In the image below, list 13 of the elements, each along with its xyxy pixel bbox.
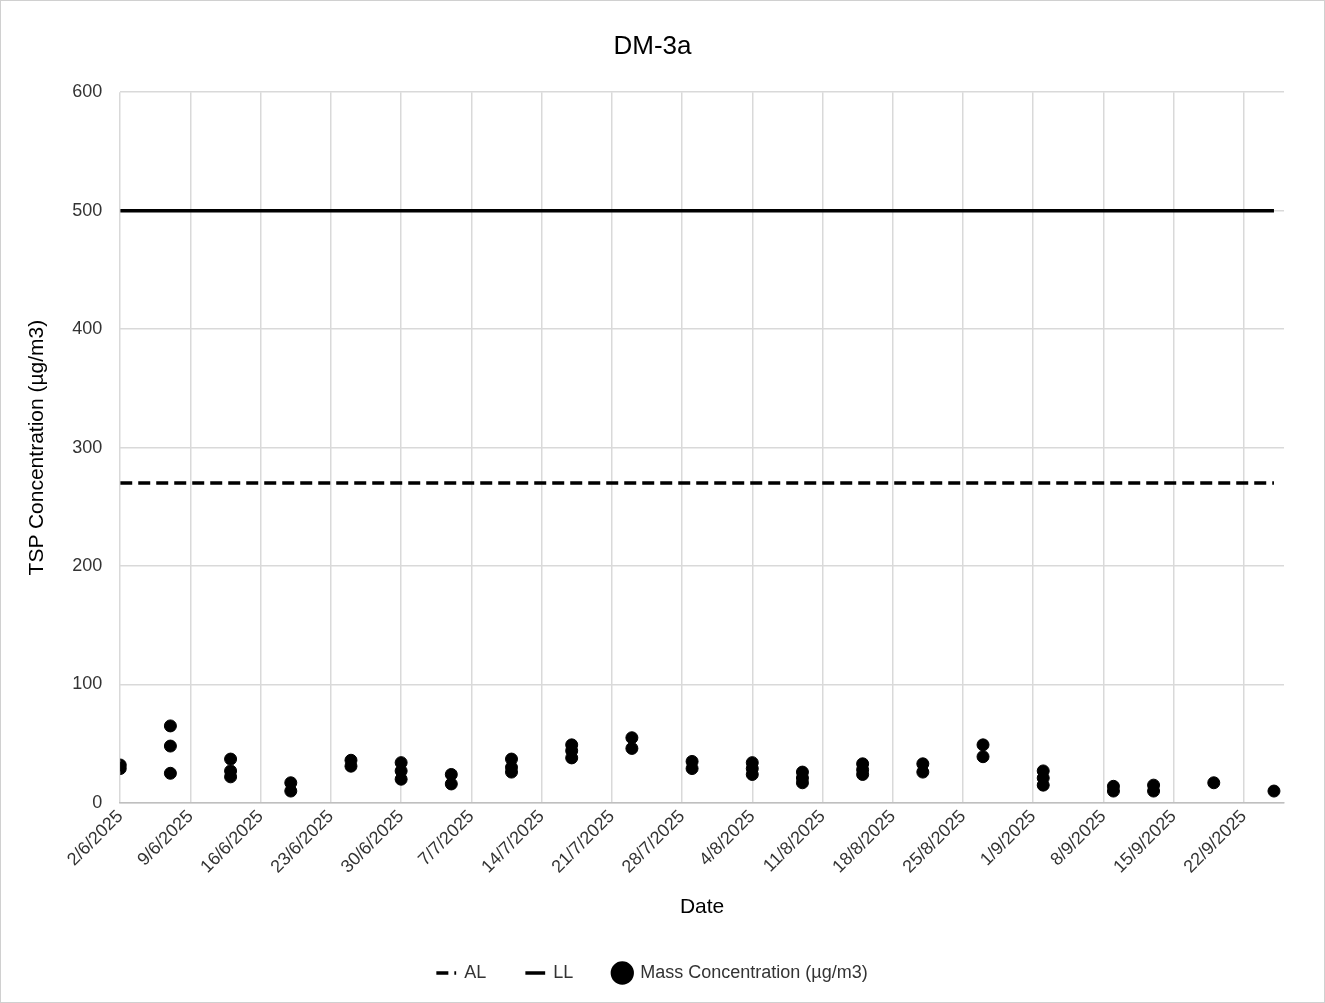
y-tick-label: 300: [72, 436, 103, 457]
chart-title: DM-3a: [613, 29, 693, 60]
y-tick-label: 500: [72, 199, 103, 220]
y-axis-title: TSP Concentration (µg/m3): [24, 319, 48, 576]
legend-label: AL: [464, 961, 487, 982]
y-tick-label: 600: [72, 81, 103, 102]
y-tick-label: 100: [72, 673, 103, 694]
legend-label: LL: [553, 961, 574, 982]
y-tick-label: 0: [92, 791, 103, 812]
legend-label: Mass Concentration (µg/m3): [640, 961, 868, 982]
x-axis-title: Date: [679, 894, 725, 918]
y-tick-label: 200: [72, 554, 103, 575]
y-tick-label: 400: [72, 318, 103, 339]
